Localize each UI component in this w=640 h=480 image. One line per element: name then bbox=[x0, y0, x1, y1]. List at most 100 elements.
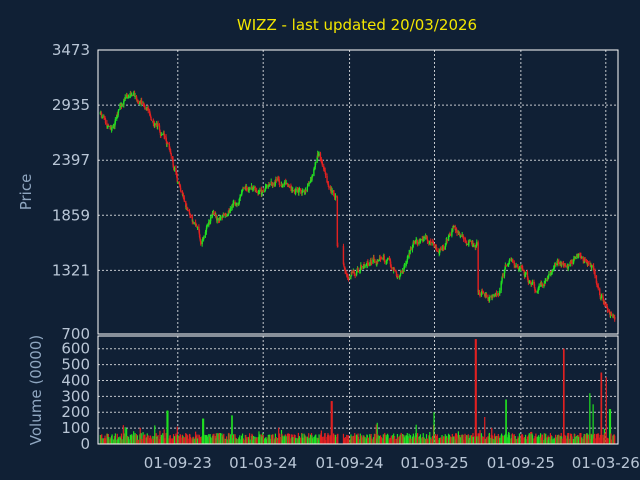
candle-body bbox=[459, 235, 462, 237]
volume-bar bbox=[594, 438, 596, 444]
candle-body bbox=[517, 268, 520, 270]
candle-body bbox=[236, 203, 238, 206]
volume-bar bbox=[160, 434, 162, 444]
volume-bar bbox=[538, 437, 540, 444]
volume-bar bbox=[607, 438, 609, 444]
candle-body bbox=[551, 269, 553, 273]
volume-bar bbox=[394, 436, 396, 444]
volume-bar bbox=[141, 439, 143, 444]
candle-body bbox=[503, 270, 506, 277]
price-tick-label: 3473 bbox=[52, 41, 90, 59]
candle-body bbox=[446, 239, 448, 241]
volume-bar bbox=[591, 434, 593, 444]
volume-bar bbox=[295, 437, 297, 444]
candle-body bbox=[104, 118, 107, 123]
candle-body bbox=[409, 250, 411, 255]
volume-bar bbox=[144, 434, 146, 444]
volume-bar bbox=[586, 433, 588, 444]
candle-body bbox=[476, 242, 478, 246]
candle-body bbox=[172, 165, 175, 168]
candle-body bbox=[117, 111, 119, 116]
candle-body bbox=[123, 100, 125, 105]
candle-body bbox=[479, 293, 481, 296]
volume-bar bbox=[252, 435, 254, 444]
volume-bar bbox=[302, 437, 304, 444]
candle-body bbox=[321, 162, 324, 166]
candle-body bbox=[179, 187, 182, 192]
volume-bar bbox=[321, 436, 323, 444]
candle-body bbox=[466, 244, 468, 246]
candle-body bbox=[254, 187, 256, 191]
volume-bar bbox=[269, 434, 271, 444]
volume-bar bbox=[531, 435, 534, 444]
volume-bar bbox=[288, 433, 291, 444]
candle-body bbox=[311, 176, 313, 181]
candle-body bbox=[477, 242, 479, 293]
volume-bar bbox=[434, 434, 437, 444]
volume-bar bbox=[216, 433, 218, 444]
candle-body bbox=[574, 256, 576, 259]
volume-bar bbox=[165, 433, 167, 444]
candle-body bbox=[137, 103, 140, 105]
volume-bar bbox=[104, 438, 107, 444]
volume-bar bbox=[433, 412, 435, 444]
volume-bar bbox=[308, 437, 310, 444]
candle-body bbox=[170, 153, 172, 156]
volume-bar bbox=[200, 436, 202, 444]
candle-body bbox=[295, 188, 297, 192]
candle-body bbox=[186, 207, 189, 211]
volume-bar bbox=[292, 437, 294, 444]
candle-body bbox=[361, 266, 363, 268]
candle-body bbox=[107, 124, 110, 126]
volume-bar bbox=[285, 436, 287, 444]
volume-bar bbox=[403, 437, 406, 444]
candle-body bbox=[584, 258, 586, 262]
candle-body bbox=[504, 265, 507, 270]
candle-body bbox=[336, 196, 339, 247]
candle-body bbox=[272, 182, 274, 186]
candle-body bbox=[373, 256, 375, 260]
candle-body bbox=[604, 301, 606, 305]
date-tick-label: 01-03-24 bbox=[229, 454, 297, 472]
volume-bar bbox=[236, 439, 238, 444]
volume-bar bbox=[456, 435, 458, 444]
candle-body bbox=[354, 273, 356, 275]
candle-body bbox=[439, 249, 442, 251]
volume-bar bbox=[177, 434, 179, 444]
volume-bar bbox=[610, 433, 612, 444]
volume-bar bbox=[563, 348, 565, 444]
candle-body bbox=[278, 182, 281, 185]
candle-body bbox=[274, 181, 277, 185]
candle-body bbox=[541, 284, 544, 286]
candle-body bbox=[193, 222, 195, 224]
candle-body bbox=[111, 126, 113, 129]
candle-body bbox=[144, 106, 146, 110]
candle-body bbox=[393, 270, 396, 272]
candle-body bbox=[324, 172, 327, 176]
volume-bar bbox=[275, 437, 277, 444]
candle-body bbox=[301, 191, 304, 193]
volume-bar bbox=[259, 434, 261, 444]
candle-body bbox=[525, 272, 527, 275]
candle-body bbox=[311, 176, 314, 178]
candle-body bbox=[379, 257, 382, 260]
candle-body bbox=[530, 280, 532, 284]
volume-bar bbox=[515, 438, 517, 444]
volume-bar bbox=[218, 432, 221, 444]
candle-body bbox=[320, 158, 323, 162]
volume-bar bbox=[592, 404, 594, 444]
candle-body bbox=[512, 260, 514, 263]
candle-body bbox=[433, 243, 435, 247]
candle-body bbox=[452, 228, 454, 232]
candle-body bbox=[422, 238, 424, 241]
candle-body bbox=[423, 236, 425, 239]
candle-body bbox=[292, 190, 294, 192]
volume-bar bbox=[485, 437, 488, 444]
candle-body bbox=[410, 248, 412, 250]
candle-body bbox=[313, 169, 315, 176]
volume-bar bbox=[502, 436, 504, 444]
volume-bar bbox=[298, 436, 300, 444]
candle-body bbox=[331, 190, 333, 193]
price-tick-label: 1859 bbox=[52, 206, 90, 224]
